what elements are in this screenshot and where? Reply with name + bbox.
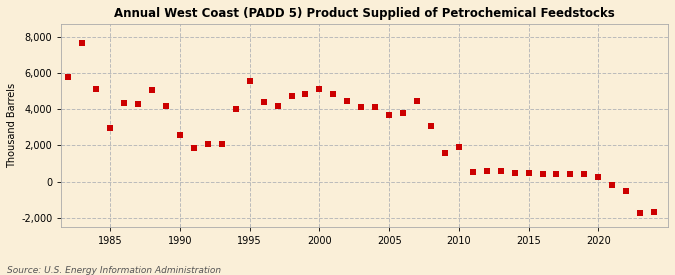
Point bbox=[49, 95, 60, 100]
Point bbox=[537, 171, 548, 176]
Point bbox=[63, 75, 74, 79]
Text: Source: U.S. Energy Information Administration: Source: U.S. Energy Information Administ… bbox=[7, 266, 221, 275]
Point bbox=[300, 92, 311, 96]
Point bbox=[328, 92, 339, 96]
Point bbox=[412, 99, 423, 103]
Point bbox=[146, 88, 157, 92]
Point bbox=[649, 209, 659, 214]
Point bbox=[175, 133, 186, 138]
Point bbox=[495, 169, 506, 173]
Point bbox=[607, 183, 618, 188]
Point bbox=[161, 103, 171, 108]
Point bbox=[272, 104, 283, 109]
Point bbox=[188, 146, 199, 150]
Point bbox=[454, 145, 464, 149]
Point bbox=[342, 99, 353, 103]
Point bbox=[286, 94, 297, 99]
Point bbox=[509, 170, 520, 175]
Point bbox=[425, 124, 436, 129]
Point bbox=[119, 101, 130, 105]
Point bbox=[230, 107, 241, 111]
Point bbox=[551, 172, 562, 177]
Point bbox=[593, 175, 603, 179]
Point bbox=[105, 126, 115, 130]
Point bbox=[244, 79, 255, 83]
Point bbox=[467, 169, 478, 174]
Point bbox=[523, 170, 534, 175]
Point bbox=[259, 100, 269, 104]
Point bbox=[77, 41, 88, 45]
Point bbox=[621, 189, 632, 193]
Point bbox=[398, 111, 408, 115]
Title: Annual West Coast (PADD 5) Product Supplied of Petrochemical Feedstocks: Annual West Coast (PADD 5) Product Suppl… bbox=[114, 7, 615, 20]
Point bbox=[202, 141, 213, 146]
Y-axis label: Thousand Barrels: Thousand Barrels bbox=[7, 83, 17, 168]
Point bbox=[370, 105, 381, 109]
Point bbox=[481, 169, 492, 173]
Point bbox=[565, 172, 576, 177]
Point bbox=[439, 150, 450, 155]
Point bbox=[634, 210, 645, 215]
Point bbox=[383, 113, 394, 118]
Point bbox=[356, 105, 367, 109]
Point bbox=[91, 87, 102, 91]
Point bbox=[133, 101, 144, 106]
Point bbox=[217, 141, 227, 146]
Point bbox=[314, 87, 325, 91]
Point bbox=[579, 171, 590, 176]
